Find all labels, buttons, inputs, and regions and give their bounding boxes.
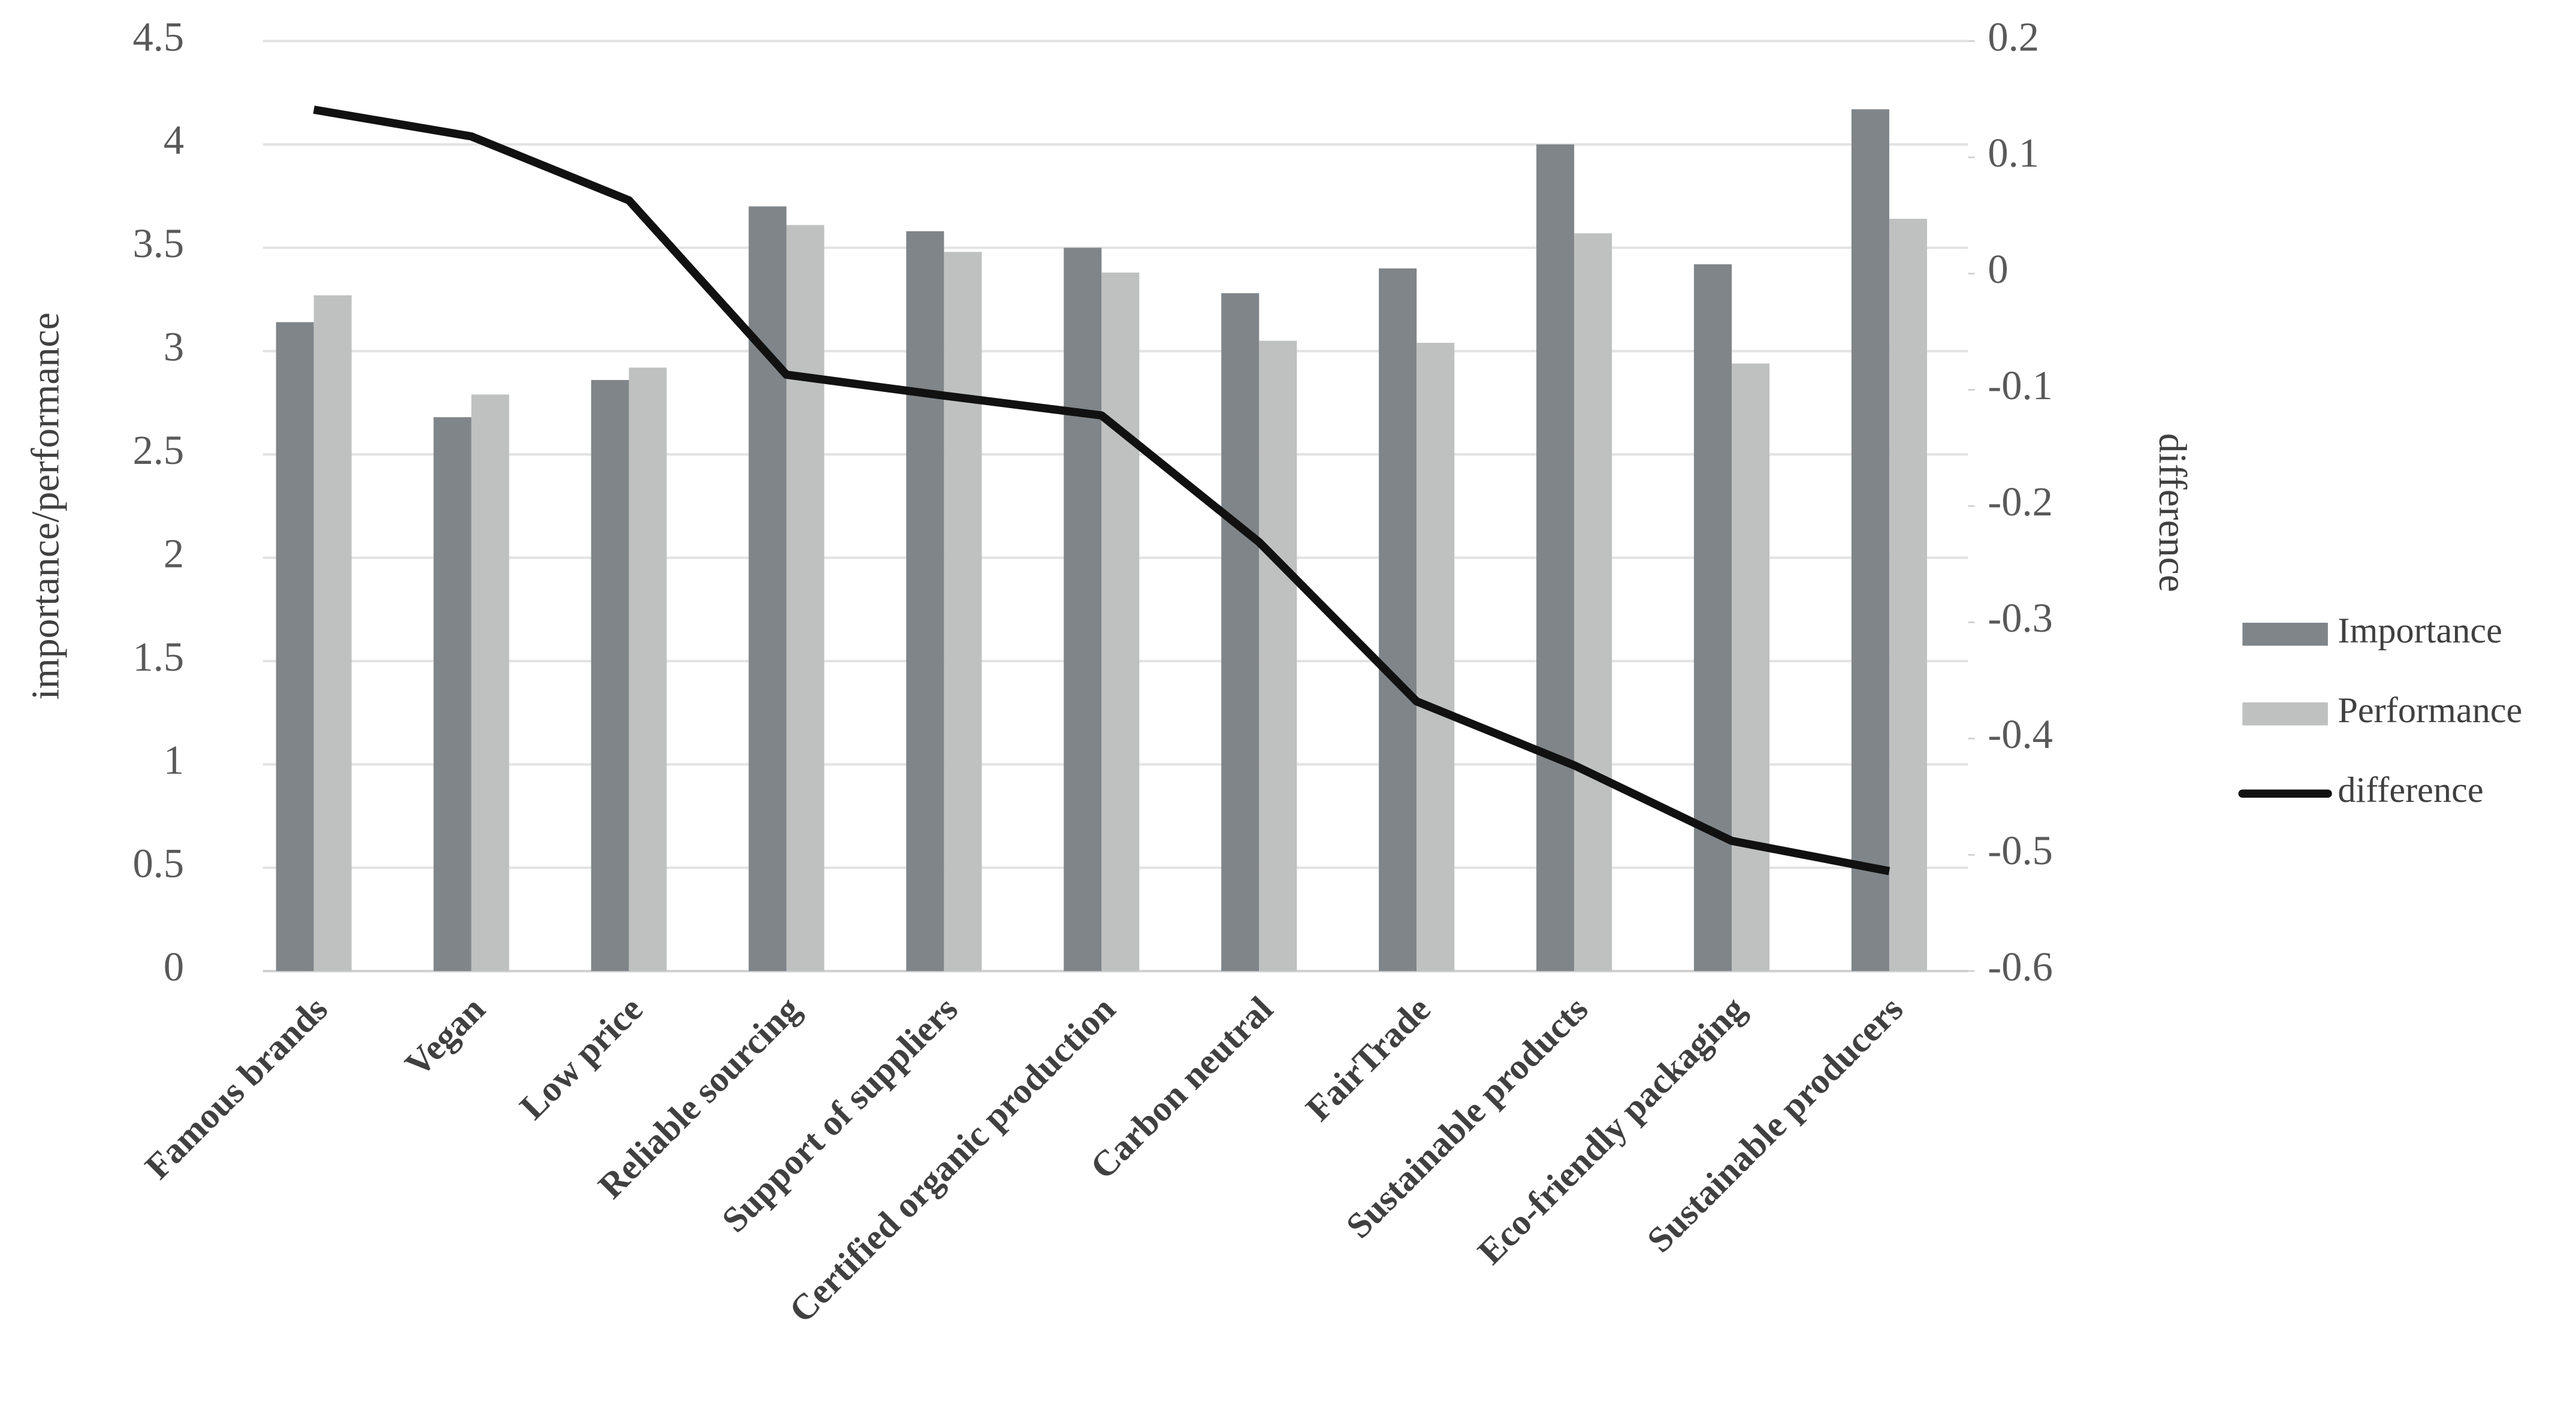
- bar: [1417, 342, 1455, 972]
- y-tick-label: 2.5: [132, 427, 184, 473]
- bar: [1221, 293, 1260, 972]
- bar: [786, 225, 825, 972]
- y2-tick-label: 0: [1988, 246, 2008, 292]
- y2-tick-label: -0.3: [1988, 595, 2052, 641]
- y2-tick-label: 0.1: [1988, 130, 2039, 176]
- y2-tick-label: -0.4: [1988, 711, 2052, 757]
- bar: [944, 252, 982, 972]
- x-tick-label: Sustainable producers: [1639, 989, 1911, 1260]
- bar: [1693, 264, 1732, 972]
- y-tick-label: 3.5: [132, 221, 184, 266]
- bar: [1259, 340, 1297, 972]
- y2-tick-label: -0.5: [1988, 828, 2052, 873]
- line: [313, 105, 1891, 876]
- legend-swatch: [2242, 623, 2328, 646]
- x-tick-label: Low price: [512, 989, 651, 1127]
- y-tick-label: 1: [164, 737, 184, 783]
- y-tick-label: 1.5: [132, 634, 184, 680]
- y2-tick-label: -0.1: [1988, 363, 2052, 408]
- bar: [906, 231, 944, 972]
- bar: [313, 295, 352, 972]
- y2-tick-label: -0.2: [1988, 479, 2052, 524]
- y2-axis-title: difference: [2151, 433, 2194, 592]
- bar: [1064, 248, 1102, 972]
- bar: [1889, 219, 1927, 972]
- x-tick-label: Vegan: [397, 989, 493, 1085]
- x-tick-label: Eco-friendly packaging: [1470, 989, 1754, 1272]
- y-tick-label: 2: [164, 530, 184, 576]
- bar: [276, 322, 314, 972]
- x-tick-label: Famous brands: [137, 989, 336, 1187]
- bar: [748, 206, 787, 972]
- y-tick-label: 4: [164, 117, 184, 163]
- y-tick-label: 3: [164, 324, 184, 370]
- bar: [471, 394, 509, 972]
- legend-label: difference: [2338, 770, 2483, 810]
- bar: [433, 417, 472, 972]
- y-tick-label: 0.5: [132, 841, 184, 886]
- bar: [1732, 363, 1770, 972]
- bar: [591, 380, 629, 972]
- bar: [1101, 272, 1140, 972]
- legend-swatch: [2242, 702, 2328, 726]
- bar: [1536, 144, 1575, 972]
- y-axis-title: importance/performance: [23, 312, 67, 700]
- y2-tick-label: -0.6: [1988, 944, 2052, 989]
- x-tick-label: FairTrade: [1298, 989, 1439, 1129]
- y-tick-label: 0: [164, 944, 184, 989]
- bar: [1851, 109, 1889, 972]
- bar: [1574, 233, 1612, 972]
- bar: [629, 367, 667, 972]
- bar: [1379, 268, 1417, 972]
- x-tick-label: Certified organic production: [781, 989, 1123, 1330]
- y2-tick-label: 0.2: [1988, 14, 2039, 59]
- legend-label: Importance: [2338, 611, 2502, 651]
- y-tick-label: 4.5: [132, 14, 184, 59]
- legend-label: Performance: [2338, 690, 2522, 731]
